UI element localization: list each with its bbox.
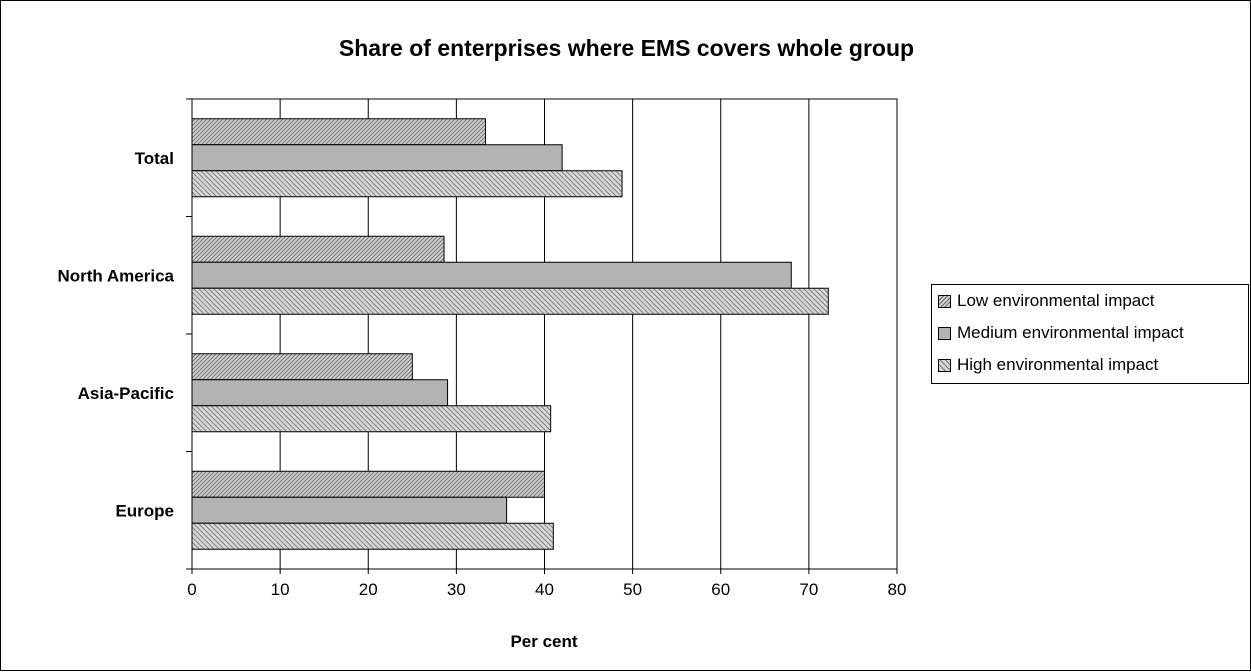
legend: Low environmental impact Medium environm… — [931, 284, 1249, 384]
category-label: North America — [57, 266, 174, 285]
legend-swatch-medium — [938, 326, 951, 340]
bar-total-high — [191, 170, 623, 198]
legend-item-medium: Medium environmental impact — [938, 322, 1184, 344]
bar-europe-medium — [191, 496, 508, 524]
x-tick-label: 20 — [359, 580, 378, 599]
bar-asia-pacific-high — [191, 405, 552, 433]
x-tick-label: 30 — [447, 580, 466, 599]
legend-item-low: Low environmental impact — [938, 290, 1154, 312]
x-tick-label: 70 — [799, 580, 818, 599]
legend-swatch-low — [938, 294, 951, 308]
legend-label-medium: Medium environmental impact — [957, 323, 1184, 342]
bar-total-medium — [191, 144, 563, 172]
bar-asia-pacific-low — [191, 353, 413, 381]
bar-north-america-medium — [191, 261, 792, 289]
x-tick-label: 60 — [711, 580, 730, 599]
x-tick-label: 40 — [535, 580, 554, 599]
x-tick-label: 80 — [888, 580, 907, 599]
bar-europe-high — [191, 522, 554, 550]
category-label: Asia-Pacific — [78, 384, 174, 403]
legend-label-high: High environmental impact — [957, 355, 1159, 374]
legend-label-low: Low environmental impact — [957, 291, 1155, 310]
legend-item-high: High environmental impact — [938, 354, 1158, 376]
bar-north-america-high — [191, 287, 829, 315]
x-tick-label: 50 — [623, 580, 642, 599]
x-tick-label: 0 — [187, 580, 196, 599]
bar-europe-low — [191, 470, 545, 498]
bar-asia-pacific-medium — [191, 379, 449, 407]
chart-title: Share of enterprises where EMS covers wh… — [338, 35, 915, 61]
legend-swatch-high — [938, 358, 951, 372]
x-axis-title: Per cent — [510, 632, 577, 651]
category-label: Europe — [115, 501, 174, 520]
bar-total-low — [191, 118, 486, 146]
bar-north-america-low — [191, 235, 445, 263]
category-label: Total — [135, 149, 174, 168]
x-tick-label: 10 — [271, 580, 290, 599]
